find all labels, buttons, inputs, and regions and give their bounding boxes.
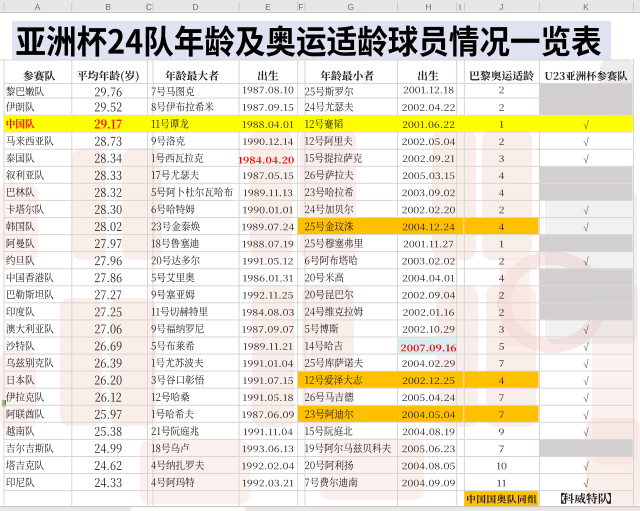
svg-text:I: I: [459, 2, 461, 12]
svg-text:K: K: [583, 2, 589, 12]
svg-text:G: G: [347, 2, 354, 12]
svg-text:A: A: [35, 2, 41, 12]
svg-text:E: E: [265, 2, 271, 12]
svg-text:C: C: [146, 2, 152, 12]
svg-text:B: B: [105, 2, 111, 12]
svg-text:D: D: [192, 2, 198, 12]
svg-text:J: J: [499, 2, 503, 12]
svg-text:H: H: [425, 2, 431, 12]
svg-text:F: F: [298, 2, 303, 12]
